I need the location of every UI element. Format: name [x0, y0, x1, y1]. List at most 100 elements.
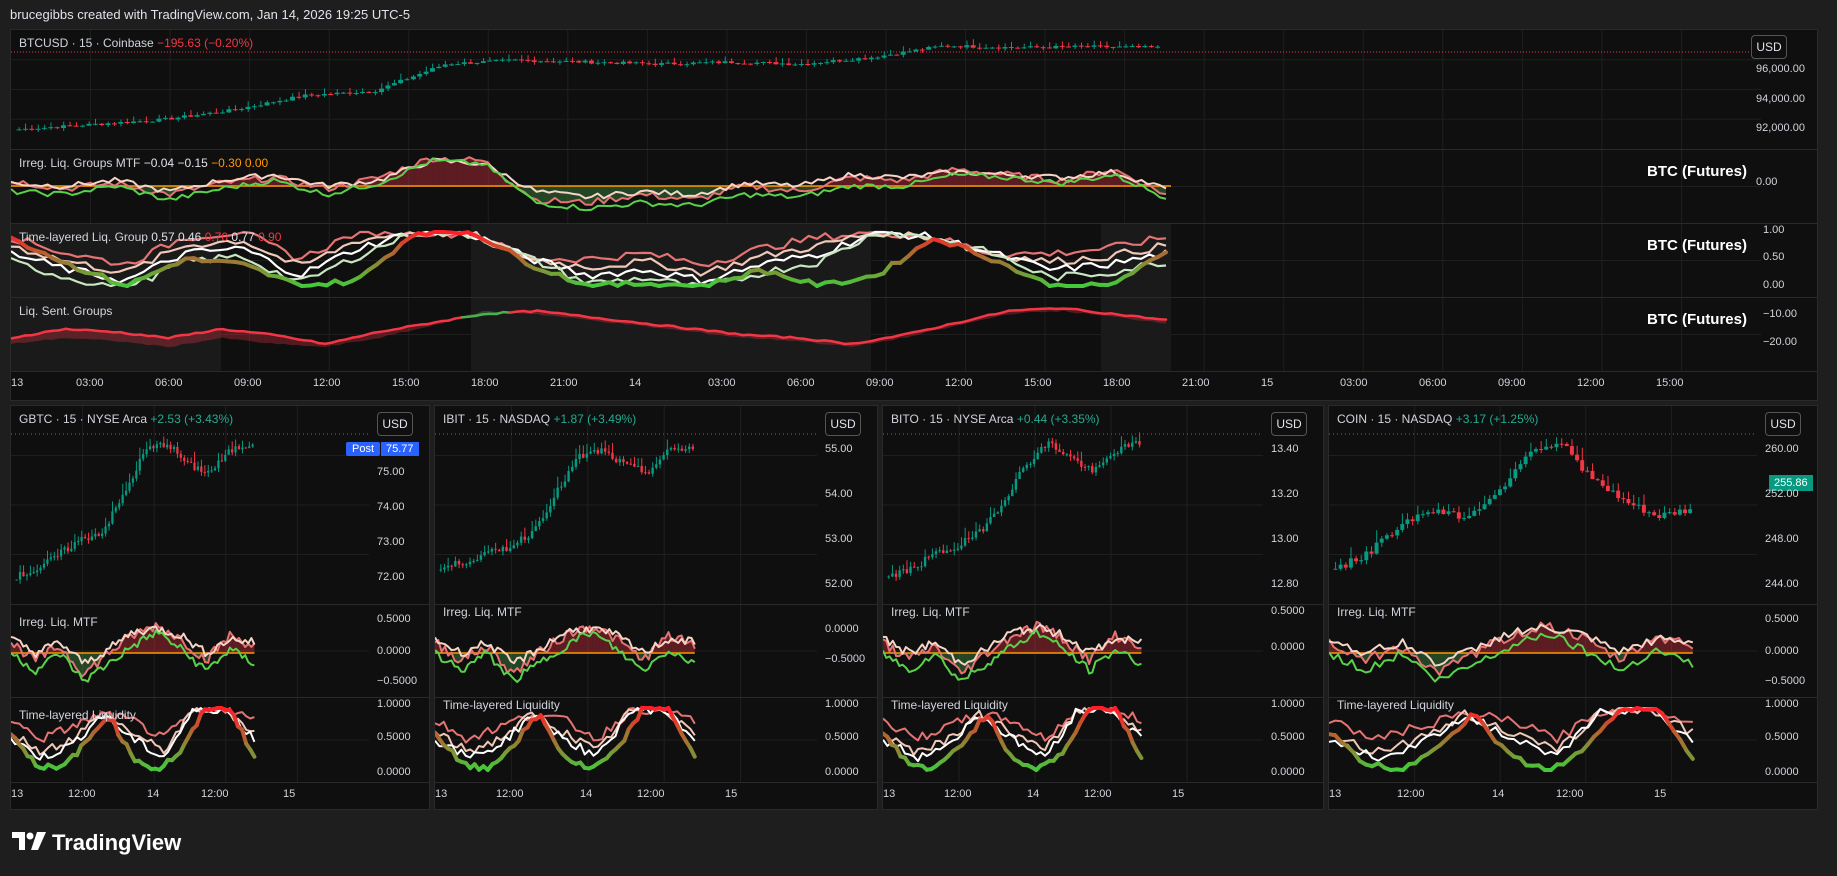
candle	[56, 556, 59, 558]
price-pane[interactable]: BITO · 15 · NYSE Arca +0.44 (+3.35%) USD…	[883, 406, 1323, 605]
time-axis[interactable]: 13 03:00 06:00 09:00 12:00 15:00 18:00 21:00 14 0…	[11, 372, 1761, 398]
indicator-fill	[616, 186, 623, 202]
time-tick: 12:00	[1084, 788, 1112, 800]
symbol-chart-panel[interactable]: GBTC · 15 · NYSE Arca +2.53 (+3.43%) USD…	[10, 405, 430, 810]
time-axis[interactable]: 13 12:00 14 12:00 15	[11, 783, 369, 807]
candle	[80, 125, 86, 127]
indicator-line	[1117, 713, 1126, 729]
candle	[472, 561, 475, 563]
candle	[224, 454, 227, 461]
candle	[200, 113, 206, 116]
time-axis[interactable]: 13 12:00 14 12:00 15	[1329, 783, 1757, 807]
candle	[230, 449, 234, 453]
liq-sent-groups-pane[interactable]: Liq. Sent. Groups BTC (Futures) −10.00 −…	[11, 298, 1817, 372]
irreg-liq-mtf-pane[interactable]: Irreg. Liq. MTF 0.5000 0.0000 −0.5000	[1329, 605, 1817, 698]
candle	[786, 63, 792, 65]
price-pane[interactable]: GBTC · 15 · NYSE Arca +2.53 (+3.43%) USD…	[11, 406, 429, 605]
currency-button[interactable]: USD	[1271, 412, 1307, 436]
symbol-chart-panel[interactable]: BITO · 15 · NYSE Arca +0.44 (+3.35%) USD…	[882, 405, 1324, 810]
candle	[1047, 441, 1050, 448]
indicator-fill	[451, 652, 455, 661]
irreg-liq-groups-pane[interactable]: Irreg. Liq. Groups MTF −0.04 −0.15 −0.30…	[11, 150, 1817, 224]
irreg-liq-mtf-pane[interactable]: Irreg. Liq. MTF 0.0000 −0.5000	[435, 605, 877, 698]
symbol-legend: GBTC · 15 · NYSE Arca +2.53 (+3.43%)	[19, 412, 233, 426]
candle	[658, 459, 662, 465]
time-layered-liquidity-pane[interactable]: Time-layered Liquidity 1.0000 0.5000 0.000…	[883, 698, 1323, 783]
candle	[135, 470, 138, 479]
candle	[156, 118, 162, 122]
candle	[1054, 443, 1058, 450]
currency-button[interactable]: USD	[377, 412, 413, 436]
time-tick: 13	[1329, 788, 1342, 800]
btc-main-chart[interactable]: BTCUSD · 15 · Coinbase −195.63 (−0.20%) …	[10, 29, 1818, 401]
candle	[1097, 45, 1103, 47]
candle	[474, 62, 480, 64]
currency-button[interactable]: USD	[825, 412, 861, 436]
candle	[578, 454, 581, 460]
price-pane[interactable]: IBIT · 15 · NASDAQ +1.87 (+3.49%) USD 55…	[435, 406, 877, 605]
indicator-line	[688, 745, 697, 759]
candle	[334, 92, 340, 95]
axis-tick: 0.0000	[1765, 645, 1799, 657]
candle	[59, 549, 63, 557]
symbol-chart-panel[interactable]: COIN · 15 · NASDAQ +3.17 (+1.25%) USD 26…	[1328, 405, 1818, 810]
time-tick: 15:00	[1024, 377, 1052, 389]
indicator-line	[435, 707, 696, 754]
candle	[611, 452, 614, 459]
candle	[1636, 504, 1641, 506]
time-layered-liquidity-pane[interactable]: Time-layered Liquidity 1.0000 0.5000 0.000…	[435, 698, 877, 783]
candle	[1110, 47, 1116, 49]
candle	[620, 61, 626, 65]
currency-button[interactable]: USD	[1765, 412, 1801, 436]
candle	[669, 447, 673, 450]
candle	[1002, 47, 1008, 49]
time-layered-liquidity-pane[interactable]: Time-layered Liquidity 1.0000 0.5000 0.000…	[1329, 698, 1817, 783]
candle	[101, 533, 104, 537]
candle	[691, 446, 695, 450]
candle	[410, 76, 416, 80]
indicator-line	[435, 707, 696, 759]
candle	[1359, 560, 1364, 562]
candle	[22, 572, 25, 577]
indicator-fill	[668, 632, 672, 653]
candle	[220, 112, 226, 114]
time-axis[interactable]: 13 12:00 14 12:00 15	[435, 783, 817, 807]
candle	[175, 117, 181, 120]
price-pane[interactable]: BTCUSD · 15 · Coinbase −195.63 (−0.20%) …	[11, 30, 1817, 150]
candle	[1116, 453, 1119, 455]
candle	[73, 125, 79, 127]
candle	[321, 94, 327, 96]
candle	[603, 448, 607, 452]
symbol-chart-panel[interactable]: IBIT · 15 · NASDAQ +1.87 (+3.49%) USD 55…	[434, 405, 878, 810]
candle	[1040, 446, 1043, 453]
axis-tick: 0.00	[1756, 176, 1778, 188]
candle	[595, 62, 601, 64]
irreg-liq-mtf-pane[interactable]: Irreg. Liq. MTF 0.5000 0.0000 −0.5000	[11, 605, 429, 698]
candle	[956, 548, 959, 550]
candle	[1354, 558, 1358, 562]
candle	[964, 45, 970, 48]
indicator-fill	[684, 642, 689, 653]
price-pane[interactable]: COIN · 15 · NASDAQ +3.17 (+1.25%) USD 26…	[1329, 406, 1817, 605]
irreg-liq-mtf-pane[interactable]: Irreg. Liq. MTF 0.5000 0.0000	[883, 605, 1323, 698]
indicator-fill	[149, 627, 153, 653]
time-tick: 18:00	[1103, 377, 1131, 389]
indicator-fill	[72, 329, 80, 339]
candle	[1554, 443, 1559, 448]
indicator-fill	[86, 329, 94, 340]
candle	[951, 46, 957, 48]
indicator-fill	[250, 332, 258, 343]
indicator-line	[1684, 748, 1695, 761]
candle	[1348, 558, 1353, 568]
indicator-title: Irreg. Liq. MTF	[1337, 605, 1416, 619]
time-axis[interactable]: 13 12:00 14 12:00 15	[883, 783, 1263, 807]
indicator-line	[1135, 749, 1144, 761]
candle	[985, 523, 989, 532]
price-change: +2.53 (+3.43%)	[150, 412, 234, 426]
indicator-fill	[997, 642, 1001, 653]
currency-button[interactable]: USD	[1751, 35, 1787, 59]
time-layered-liq-group-pane[interactable]: Time-layered Liq. Group 0.57 0.46 0.70 0…	[11, 224, 1817, 298]
candle	[251, 106, 257, 108]
time-layered-liquidity-pane[interactable]: Time-layered Liquidity 1.0000 0.5000 0.000…	[11, 698, 429, 783]
candle	[1047, 47, 1052, 49]
